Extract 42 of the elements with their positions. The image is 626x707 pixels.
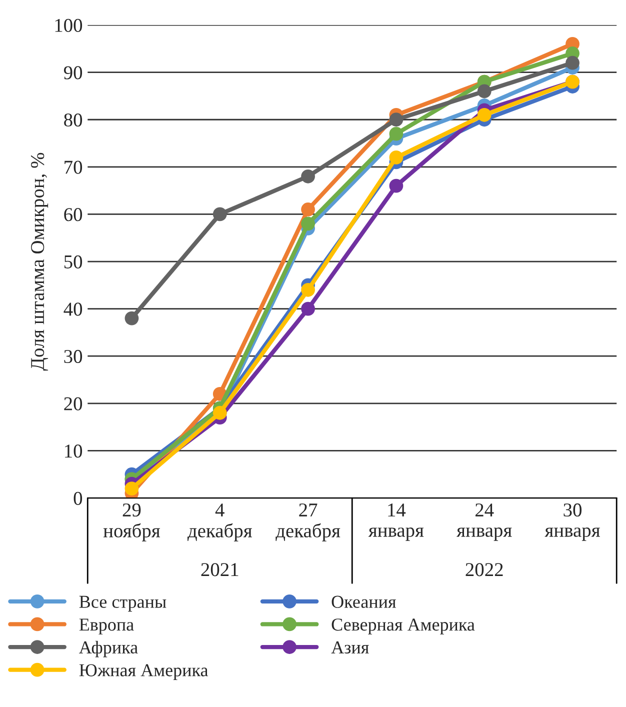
x-tick-label: 4 декабря <box>187 504 252 542</box>
y-axis-title: Доля штамма Омикрон, % <box>30 152 48 371</box>
point <box>124 311 139 326</box>
x-tick-label: 29 ноября <box>103 503 160 542</box>
point <box>566 56 580 70</box>
legend-label: Азия <box>331 641 369 654</box>
legend-label: Южная Америка <box>79 664 208 680</box>
y-tick-label: 80 <box>64 113 82 127</box>
y-tick-label: 40 <box>64 302 82 316</box>
point <box>477 84 492 98</box>
y-tick-label: 20 <box>64 397 82 410</box>
point <box>301 202 315 216</box>
legend-label: Африка <box>79 640 138 658</box>
point <box>389 150 404 164</box>
y-tick-label: 50 <box>64 255 82 268</box>
text: 2021 <box>201 563 238 576</box>
legend-label: Европа <box>79 618 134 634</box>
y-tick-label: 60 <box>64 208 82 222</box>
point <box>477 108 492 122</box>
y-tick-label: 100 <box>55 18 82 32</box>
point <box>301 282 315 297</box>
point <box>301 302 315 316</box>
x-tick-label: 14 января <box>368 504 424 541</box>
legend-label: Океания <box>332 596 396 608</box>
point <box>389 178 404 193</box>
y-tick-label: 70 <box>64 160 82 174</box>
point <box>124 482 139 496</box>
y-tick-label: 30 <box>64 350 82 364</box>
y-tick-label: 10 <box>65 444 82 458</box>
y-tick-label: 90 <box>64 66 82 80</box>
text: 2022 <box>466 563 503 576</box>
y-tick-label: 0 <box>74 492 82 505</box>
point <box>389 126 404 141</box>
point <box>301 169 315 184</box>
legend-label: Северная Америка <box>332 618 475 634</box>
x-tick-label: 24 января <box>456 503 512 541</box>
x-tick-label: 30 января <box>544 503 600 541</box>
legend-label: Все страны <box>79 596 166 612</box>
point <box>212 207 227 222</box>
point <box>389 112 404 127</box>
x-tick-label: 27 декабря <box>276 503 340 542</box>
point <box>301 216 315 231</box>
